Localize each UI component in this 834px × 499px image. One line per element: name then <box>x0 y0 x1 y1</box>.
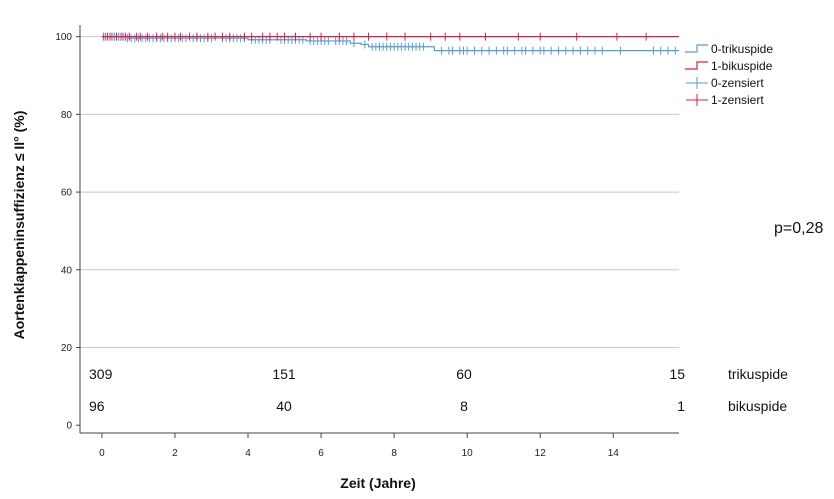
y-tick-label: 100 <box>55 32 72 43</box>
x-tick-label: 0 <box>99 448 105 459</box>
y-tick-label: 40 <box>61 265 73 276</box>
legend-step-icon <box>685 44 708 53</box>
y-tick-label: 80 <box>61 110 73 121</box>
legend-step-icon <box>685 61 708 70</box>
legend-label: 0-zensiert <box>711 76 764 90</box>
risk-table: 309 151 60 15 trikuspide 96 40 8 1 bikuspide <box>89 366 788 414</box>
x-tick-label: 2 <box>172 448 178 459</box>
y-axis: 0 20 40 60 80 100 <box>55 25 81 433</box>
risk-value: 15 <box>669 366 685 382</box>
x-tick-label: 10 <box>462 448 474 459</box>
x-tick-label: 12 <box>535 448 547 459</box>
x-tick-label: 8 <box>391 448 397 459</box>
y-tick-label: 60 <box>61 188 73 199</box>
risk-value: 1 <box>677 398 685 414</box>
p-value-annotation: p=0,28 <box>774 220 823 237</box>
y-axis-title: Aortenklappeninsuffizienz ≤ II° (%) <box>11 111 27 340</box>
legend: 0-trikuspide 1-bikuspide 0-zensiert 1-zensi… <box>685 42 773 107</box>
x-axis-title: Zeit (Jahre) <box>340 475 415 491</box>
risk-value: 8 <box>460 398 468 414</box>
x-axis: 0 2 4 6 8 10 12 14 <box>80 432 679 459</box>
risk-value: 60 <box>456 366 472 382</box>
x-tick-label: 14 <box>608 448 620 459</box>
y-tick-label: 20 <box>61 343 73 354</box>
legend-label: 1-zensiert <box>711 93 764 107</box>
risk-row-label: trikuspide <box>728 366 788 382</box>
x-tick-label: 4 <box>245 448 251 459</box>
survival-curves <box>101 32 679 55</box>
gridlines <box>80 36 679 349</box>
risk-value: 309 <box>89 366 113 382</box>
y-tick-label: 0 <box>66 421 72 432</box>
curve-0-trikuspide <box>101 36 679 52</box>
legend-label: 0-trikuspide <box>711 42 773 56</box>
risk-value: 151 <box>272 366 296 382</box>
x-tick-label: 6 <box>318 448 324 459</box>
risk-value: 40 <box>276 398 292 414</box>
risk-value: 96 <box>89 398 105 414</box>
risk-row-label: bikuspide <box>728 398 787 414</box>
legend-label: 1-bikuspide <box>711 59 773 73</box>
